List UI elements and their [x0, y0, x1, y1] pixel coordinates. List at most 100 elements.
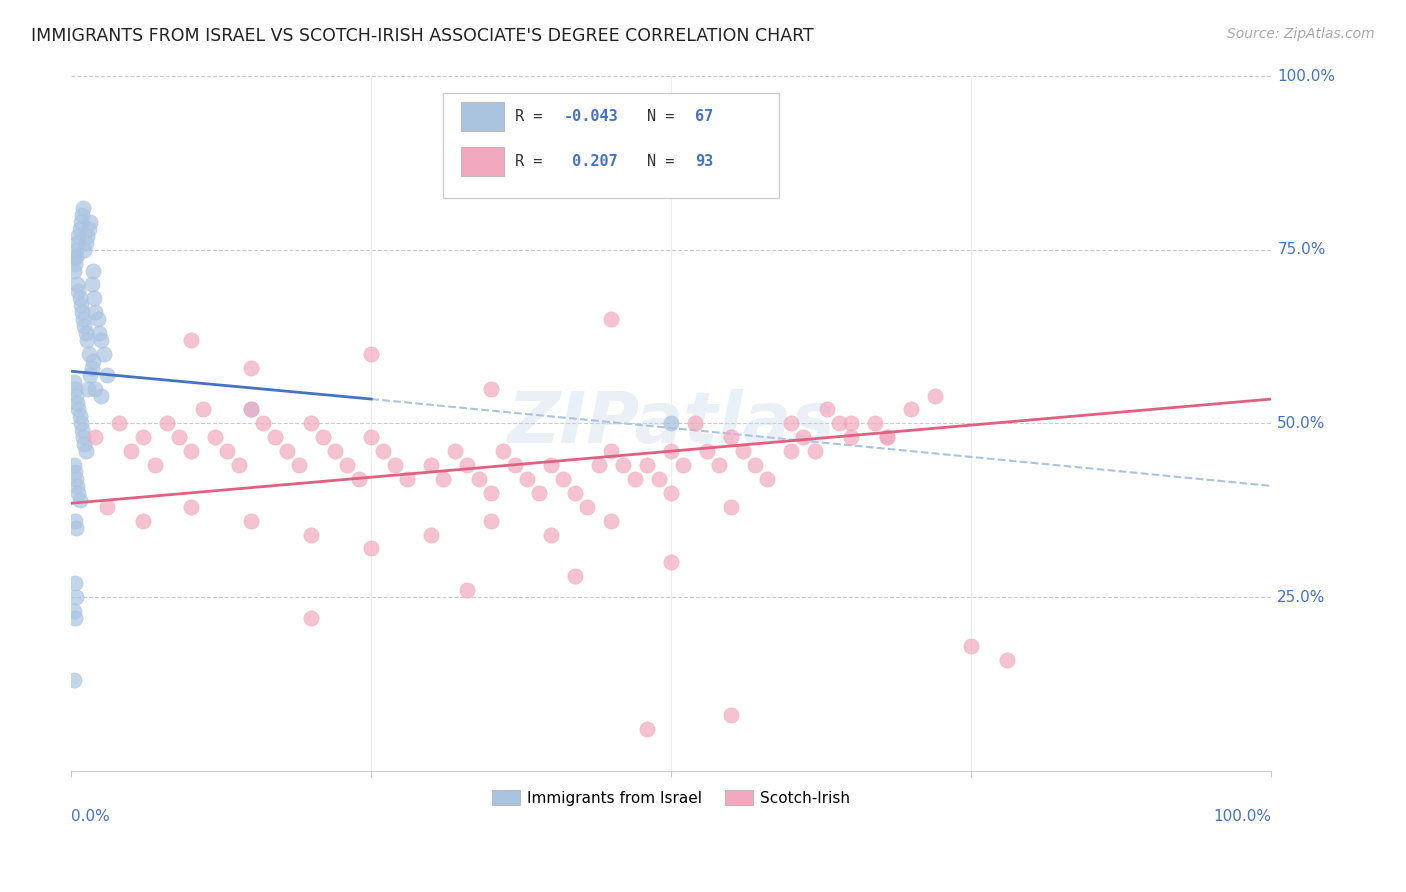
Point	[600, 514, 623, 528]
Point	[815, 402, 838, 417]
Point	[479, 382, 502, 396]
Point	[62, 604, 84, 618]
Point	[84, 430, 107, 444]
Point	[900, 402, 922, 417]
Point	[108, 417, 131, 431]
Point	[744, 458, 766, 472]
Point	[299, 417, 322, 431]
Point	[67, 402, 90, 417]
Point	[564, 569, 586, 583]
Point	[553, 472, 575, 486]
Point	[529, 486, 551, 500]
Point	[516, 472, 538, 486]
Point	[217, 444, 239, 458]
Point	[360, 541, 382, 556]
Legend: Immigrants from Israel, Scotch-Irish: Immigrants from Israel, Scotch-Irish	[486, 783, 856, 812]
Point	[659, 444, 682, 458]
Point	[69, 291, 91, 305]
Point	[69, 215, 91, 229]
Point	[432, 472, 454, 486]
Point	[65, 472, 87, 486]
Point	[62, 263, 84, 277]
Point	[65, 250, 87, 264]
Point	[65, 590, 87, 604]
Point	[90, 388, 112, 402]
Point	[659, 417, 682, 431]
Point	[240, 402, 263, 417]
Point	[456, 583, 478, 598]
Point	[63, 382, 86, 396]
Point	[420, 527, 443, 541]
Point	[672, 458, 695, 472]
Point	[62, 375, 84, 389]
Point	[659, 486, 682, 500]
Point	[299, 527, 322, 541]
Point	[180, 333, 202, 347]
Point	[86, 312, 108, 326]
Point	[79, 368, 101, 382]
Point	[349, 472, 371, 486]
Point	[77, 347, 100, 361]
FancyBboxPatch shape	[461, 102, 505, 131]
Point	[77, 222, 100, 236]
FancyBboxPatch shape	[443, 94, 779, 198]
Text: R =: R =	[515, 109, 551, 124]
Point	[72, 201, 94, 215]
Point	[66, 277, 89, 292]
Point	[264, 430, 287, 444]
Point	[72, 312, 94, 326]
Point	[65, 520, 87, 534]
Point	[720, 430, 742, 444]
Point	[63, 611, 86, 625]
Point	[839, 430, 862, 444]
FancyBboxPatch shape	[461, 147, 505, 176]
Point	[492, 444, 515, 458]
Point	[75, 326, 97, 340]
Point	[180, 500, 202, 514]
Point	[96, 368, 118, 382]
Point	[66, 235, 89, 250]
Text: 100.0%: 100.0%	[1213, 809, 1271, 824]
Point	[93, 347, 115, 361]
Point	[479, 486, 502, 500]
Point	[659, 555, 682, 569]
Point	[444, 444, 467, 458]
Point	[479, 514, 502, 528]
Text: N =: N =	[647, 109, 683, 124]
Point	[87, 326, 110, 340]
Point	[995, 652, 1018, 666]
Point	[240, 402, 263, 417]
Point	[193, 402, 215, 417]
Point	[600, 312, 623, 326]
Point	[72, 430, 94, 444]
Point	[67, 228, 90, 243]
Point	[240, 514, 263, 528]
Text: ZIPatlas: ZIPatlas	[508, 389, 835, 458]
Point	[384, 458, 406, 472]
Point	[288, 458, 311, 472]
Point	[360, 430, 382, 444]
Point	[63, 576, 86, 591]
Point	[70, 305, 93, 319]
Point	[62, 673, 84, 688]
Point	[420, 458, 443, 472]
Point	[66, 479, 89, 493]
Point	[240, 360, 263, 375]
Point	[120, 444, 142, 458]
Point	[63, 250, 86, 264]
Point	[960, 639, 983, 653]
Text: 100.0%: 100.0%	[1277, 69, 1336, 84]
Point	[65, 388, 87, 402]
Point	[828, 417, 851, 431]
Point	[503, 458, 526, 472]
Point	[648, 472, 671, 486]
Point	[75, 235, 97, 250]
Point	[90, 333, 112, 347]
Point	[180, 444, 202, 458]
Point	[720, 708, 742, 723]
Text: IMMIGRANTS FROM ISRAEL VS SCOTCH-IRISH ASSOCIATE'S DEGREE CORRELATION CHART: IMMIGRANTS FROM ISRAEL VS SCOTCH-IRISH A…	[31, 27, 814, 45]
Point	[80, 360, 103, 375]
Point	[132, 430, 155, 444]
Point	[73, 437, 96, 451]
Point	[720, 500, 742, 514]
